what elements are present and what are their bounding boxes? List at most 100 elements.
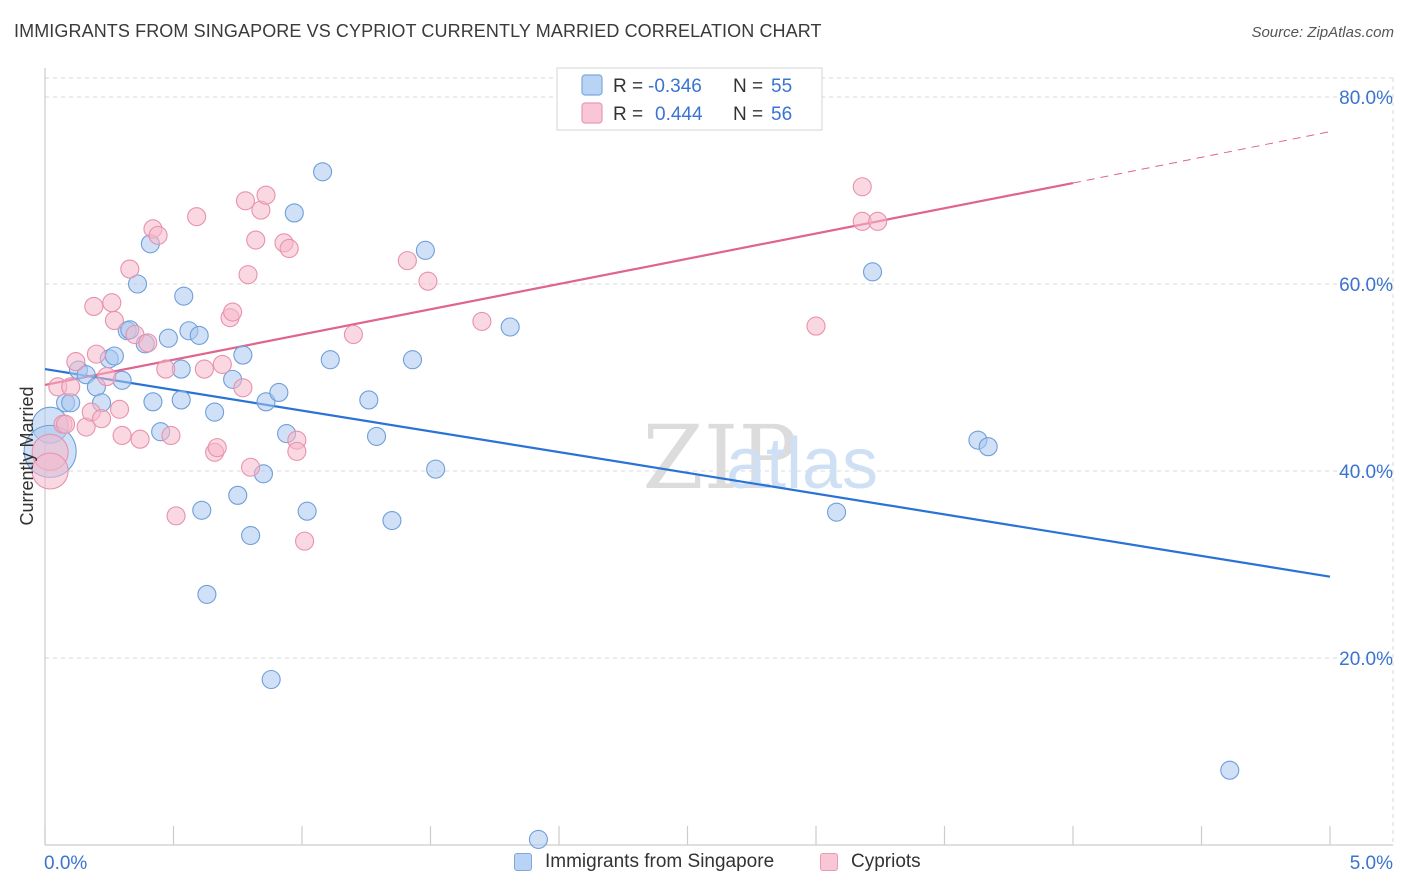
- singapore-point-28: [228, 485, 248, 505]
- legend-item-singapore: Immigrants from Singapore: [514, 851, 774, 873]
- singapore-point-30: [241, 525, 261, 546]
- legend-swatch-cypriots: [820, 853, 838, 871]
- legend-label-singapore: Immigrants from Singapore: [545, 851, 775, 872]
- tick-labels: 20.0% 40.0% 60.0% 80.0% 0.0% 5.0%: [44, 88, 1393, 874]
- cypriot-point-34: [235, 191, 256, 211]
- singapore-point-52: [1220, 760, 1240, 780]
- cypriot-point-9: [84, 296, 104, 316]
- cypriot-point-46: [397, 251, 417, 271]
- singapore-point-48: [827, 502, 847, 522]
- x-tick-label-max: 5.0%: [1350, 853, 1393, 874]
- singapore-point-44: [415, 240, 435, 260]
- cypriot-point-49: [806, 316, 826, 336]
- cypriot-point-12: [97, 367, 117, 387]
- singapore-point-43: [402, 350, 423, 370]
- singapore-point-21: [174, 286, 194, 306]
- cypriot-point-4: [56, 414, 76, 434]
- cypriot-point-6: [66, 352, 86, 372]
- cypriot-point-17: [120, 259, 140, 279]
- singapore-point-23: [189, 325, 209, 345]
- legend-swatch-singapore: [514, 853, 532, 871]
- singapore-point-9: [104, 346, 124, 366]
- cypriot-point-45: [343, 324, 363, 345]
- legend-top: R = -0.346 N = 55 R = 0.444 N = 56: [556, 67, 823, 131]
- cypriot-point-36: [241, 457, 261, 477]
- cypriot-point-47: [418, 271, 438, 291]
- cypriot-point-23: [156, 359, 176, 379]
- x-tick-label-min: 0.0%: [44, 853, 87, 874]
- data-points: [23, 162, 1240, 849]
- legend-r-value-2: 0.444: [655, 104, 703, 125]
- singapore-point-16: [143, 392, 163, 412]
- y-tick-label-40: 40.0%: [1339, 462, 1393, 483]
- cypriot-point-44: [295, 531, 315, 551]
- cypriot-trend-line: [44, 181, 1074, 387]
- cypriot-point-16: [112, 425, 132, 446]
- cypriot-point-39: [256, 185, 276, 205]
- cypriot-point-50: [852, 177, 872, 197]
- cypriot-point-29: [207, 438, 227, 458]
- singapore-point-41: [366, 426, 387, 446]
- singapore-point-18: [158, 328, 178, 348]
- y-tick-label-20: 20.0%: [1339, 649, 1393, 670]
- watermark-zip: ZIP: [642, 406, 797, 509]
- singapore-point-39: [320, 350, 340, 370]
- singapore-point-34: [269, 382, 289, 403]
- chart-title: IMMIGRANTS FROM SINGAPORE VS CYPRIOT CUR…: [14, 21, 822, 41]
- singapore-point-36: [284, 203, 304, 223]
- legend-r-label-2: R =: [613, 104, 643, 125]
- singapore-point-38: [313, 162, 333, 182]
- singapore-point-49: [862, 262, 883, 282]
- singapore-point-45: [426, 459, 446, 479]
- cypriot-point-11: [91, 409, 112, 429]
- cypriot-point-5: [61, 377, 81, 397]
- legend-r-label-1: R =: [613, 76, 643, 97]
- cypriot-trend-line-extension: [1072, 131, 1331, 184]
- cypriot-point-43: [287, 441, 307, 461]
- legend-bottom: Immigrants from Singapore Cypriots: [0, 851, 1406, 879]
- legend-swatch-pink: [581, 102, 603, 124]
- cypriot-point-13: [102, 293, 122, 313]
- legend-swatch-blue: [581, 74, 603, 96]
- cypriot-point-25: [166, 506, 186, 526]
- singapore-point-25: [197, 584, 217, 604]
- singapore-point-47: [528, 829, 548, 849]
- cypriot-point-32: [223, 302, 243, 322]
- singapore-point-51: [978, 437, 998, 457]
- legend-item-cypriots: Cypriots: [820, 851, 921, 873]
- singapore-point-46: [500, 317, 520, 337]
- cypriot-point-52: [868, 211, 888, 231]
- cypriot-point-19: [130, 429, 150, 449]
- cypriot-point-24: [161, 425, 181, 446]
- y-tick-label-80: 80.0%: [1339, 88, 1393, 109]
- cypriot-point-27: [194, 359, 214, 379]
- singapore-point-26: [205, 402, 225, 422]
- cypriot-point-22: [148, 225, 168, 245]
- y-axis-label: Currently Married: [17, 386, 37, 525]
- singapore-point-33: [261, 669, 281, 690]
- cypriot-point-41: [279, 238, 299, 259]
- y-tick-label-60: 60.0%: [1339, 275, 1393, 296]
- cypriot-point-20: [138, 333, 158, 353]
- legend-r-value-1: -0.346: [648, 76, 702, 97]
- source-label: Source: ZipAtlas.com: [1251, 24, 1394, 41]
- singapore-point-40: [359, 390, 379, 410]
- legend-n-value-1: 55: [771, 76, 792, 97]
- legend-label-cypriots: Cypriots: [851, 851, 921, 872]
- legend-n-label-2: N =: [733, 104, 763, 125]
- singapore-point-32: [256, 392, 276, 412]
- singapore-point-19: [171, 390, 191, 410]
- cypriot-point-33: [233, 378, 253, 398]
- singapore-point-24: [192, 500, 212, 520]
- cypriot-point-48: [472, 311, 492, 331]
- cypriot-point-30: [212, 354, 232, 374]
- singapore-point-5: [76, 365, 96, 385]
- legend-n-label-1: N =: [733, 76, 763, 97]
- singapore-trend-line: [44, 367, 1331, 578]
- cypriot-point-1: [31, 452, 69, 490]
- cypriot-point-14: [104, 310, 124, 331]
- cypriot-point-15: [109, 399, 130, 419]
- cypriot-point-35: [238, 265, 258, 285]
- legend-n-value-2: 56: [771, 104, 792, 125]
